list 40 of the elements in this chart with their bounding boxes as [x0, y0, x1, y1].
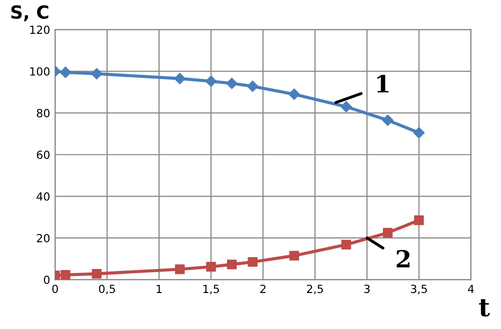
y-tick-label: 120: [30, 26, 50, 34]
x-tick-label: 1,5: [203, 284, 219, 294]
point: [91, 68, 102, 80]
point: [248, 257, 258, 267]
point: [247, 80, 258, 92]
y-tick-label: 60: [36, 150, 50, 160]
point: [206, 262, 216, 272]
point: [289, 250, 300, 261]
y-tick-label: 40: [36, 192, 50, 201]
point: [382, 114, 394, 126]
point: [382, 228, 393, 238]
point: [413, 127, 425, 138]
x-tick-label: 3: [364, 284, 370, 294]
point: [174, 72, 186, 84]
x-tick-label: 3,5: [410, 284, 427, 294]
point: [174, 264, 185, 274]
point: [226, 260, 237, 270]
x-tick-label: 0,5: [98, 284, 115, 294]
y-tick-label: 20: [36, 234, 50, 242]
annotation: 2: [396, 250, 410, 268]
point: [205, 76, 217, 87]
point: [60, 270, 70, 280]
point: [288, 88, 300, 100]
y-tick-label: 100: [30, 67, 50, 76]
annotation: 1: [377, 74, 388, 92]
x-tick-label: 2: [260, 284, 266, 293]
point: [340, 101, 352, 112]
x-tick-label: 0: [52, 284, 58, 294]
point: [226, 78, 238, 89]
point: [60, 66, 72, 78]
point: [414, 215, 424, 226]
y-axis-title: S, C: [11, 5, 48, 22]
point: [341, 240, 352, 250]
x-tick-label: 4: [468, 284, 474, 293]
x-axis-title: t: [479, 299, 490, 317]
point: [92, 268, 102, 279]
y-tick-label: 80: [36, 108, 50, 118]
x-tick-label: 1: [156, 284, 162, 293]
x-tick-label: 2,5: [306, 284, 323, 294]
y-tick-label: 0: [44, 276, 50, 284]
